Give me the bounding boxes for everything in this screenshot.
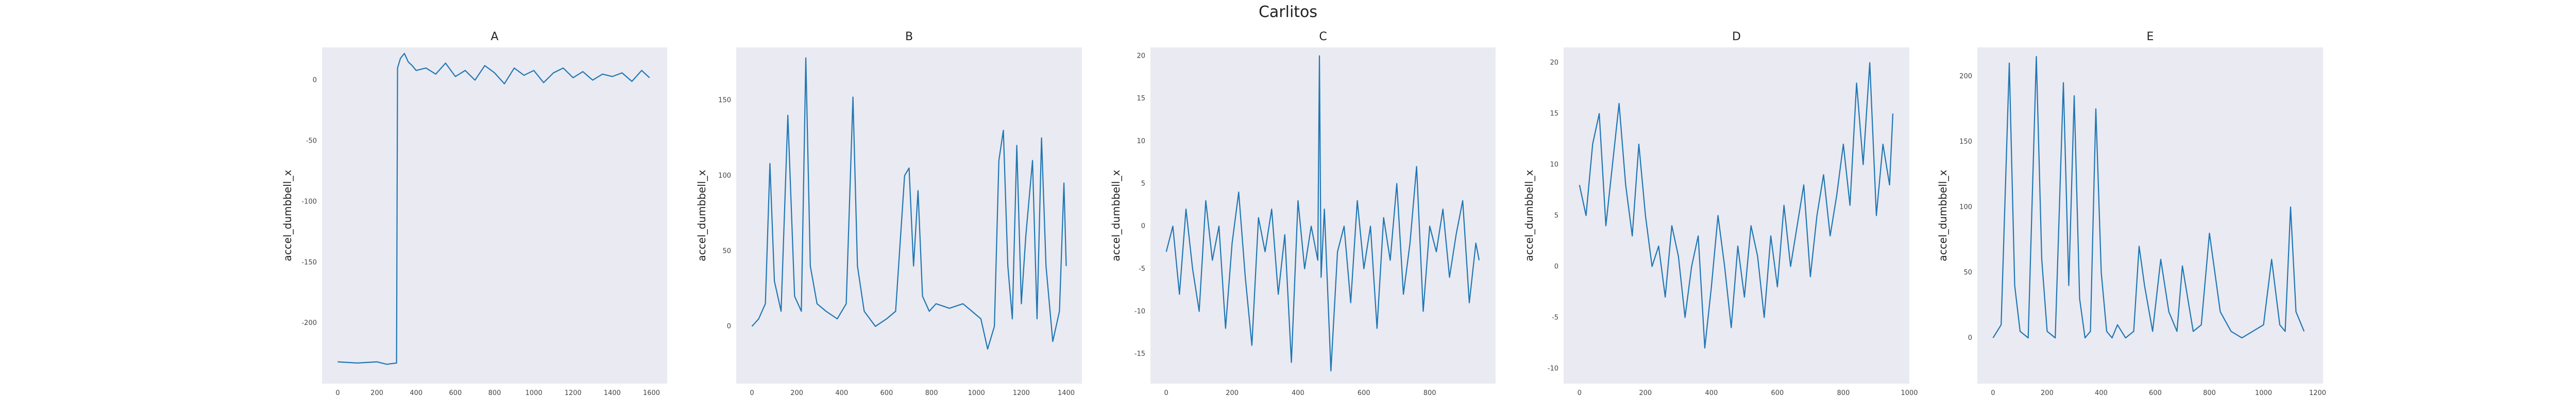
y-axis-label: accel_dumbbell_x [281,170,294,262]
x-tick-label: 1000 [1901,389,1918,397]
figure-title: Carlitos [1258,3,1318,21]
x-tick-label: 600 [880,389,893,397]
y-tick-label: 150 [1959,138,1972,146]
x-tick-label: 1000 [968,389,985,397]
y-tick-label: 100 [718,172,731,180]
y-tick-label: 150 [718,96,731,104]
y-tick-label: -5 [1139,265,1145,273]
x-tick-label: 0 [335,389,340,397]
y-tick-label: 50 [722,247,731,255]
plot-area [1977,47,2323,384]
x-tick-label: 600 [2149,389,2162,397]
y-tick-label: 50 [1963,269,1972,277]
y-tick-label: -10 [1548,365,1558,372]
x-tick-label: 1000 [2255,389,2272,397]
x-tick-label: 600 [449,389,462,397]
series-line-1 [751,57,1067,350]
x-tick-label: 200 [1226,389,1239,397]
plot-area [736,47,1082,384]
x-tick-label: 1400 [604,389,621,397]
y-tick-label: 15 [1550,110,1558,118]
x-tick-label: 1200 [1013,389,1030,397]
y-tick-label: 10 [1137,138,1145,145]
x-tick-label: 600 [1771,389,1784,397]
y-tick-label: 20 [1550,59,1558,67]
plot-area [322,47,667,384]
x-tick-label: 0 [1164,389,1168,397]
y-tick-label: 0 [1554,263,1558,270]
x-tick-label: 0 [1991,389,1995,397]
y-tick-label: 0 [727,323,731,331]
x-tick-label: 400 [1705,389,1718,397]
y-tick-label: -15 [1134,350,1145,358]
y-tick-label: 20 [1137,53,1145,60]
x-tick-label: 1200 [565,389,582,397]
subplot-title: E [2147,30,2154,43]
x-tick-label: 1400 [1058,389,1075,397]
y-tick-label: 5 [1554,212,1558,220]
x-tick-label: 1600 [643,389,660,397]
y-tick-label: -10 [1134,307,1145,315]
x-tick-label: 400 [835,389,848,397]
series-line-1 [1579,62,1894,349]
x-tick-label: 1200 [2309,389,2326,397]
subplot-title: A [490,30,498,43]
y-axis-label: accel_dumbbell_x [1110,170,1122,262]
y-tick-label: 100 [1959,203,1972,211]
y-tick-label: -200 [301,319,317,327]
x-tick-label: 800 [1423,389,1436,397]
x-tick-label: 400 [410,389,422,397]
y-axis-label: accel_dumbbell_x [1523,170,1535,262]
subplot-title: B [905,30,913,43]
series-line-1 [337,53,650,365]
y-tick-label: 5 [1141,180,1145,188]
x-tick-label: 400 [2095,389,2108,397]
y-tick-label: -5 [1552,314,1558,321]
y-tick-label: 200 [1959,73,1972,80]
x-tick-label: 200 [370,389,383,397]
subplot-title: D [1732,30,1741,43]
x-tick-label: 200 [790,389,803,397]
y-tick-label: 10 [1550,161,1558,169]
x-tick-label: 800 [925,389,938,397]
x-tick-label: 0 [750,389,754,397]
y-tick-label: 0 [313,77,317,84]
y-tick-label: 0 [1968,334,1972,342]
y-axis-label: accel_dumbbell_x [696,170,708,262]
x-tick-label: 200 [2041,389,2054,397]
x-tick-label: 800 [488,389,501,397]
series-line-1 [1165,55,1480,372]
x-tick-label: 1000 [526,389,543,397]
x-tick-label: 600 [1358,389,1370,397]
x-tick-label: 400 [1292,389,1304,397]
plot-area [1564,47,1909,384]
x-tick-label: 0 [1578,389,1582,397]
y-tick-label: 15 [1137,95,1145,102]
x-tick-label: 200 [1639,389,1652,397]
y-tick-label: 0 [1141,222,1145,230]
y-tick-label: -100 [301,198,317,205]
y-tick-label: -50 [306,138,317,145]
y-axis-label: accel_dumbbell_x [1937,170,1949,262]
x-tick-label: 800 [2203,389,2216,397]
y-tick-label: -150 [301,259,317,266]
subplot-title: C [1319,30,1327,43]
series-line-1 [1992,56,2305,339]
x-tick-label: 800 [1837,389,1850,397]
